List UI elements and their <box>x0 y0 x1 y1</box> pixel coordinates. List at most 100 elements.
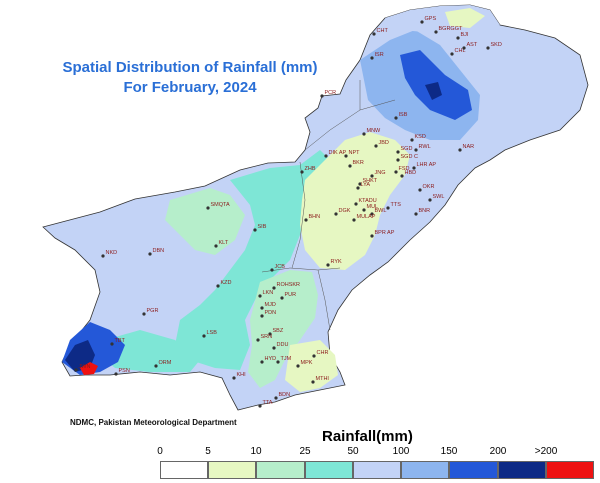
station-dot <box>414 212 418 216</box>
station-label: CHL <box>455 48 466 54</box>
station-label: BKR <box>353 160 364 166</box>
station-dot <box>258 294 262 298</box>
legend-tick: 150 <box>440 446 458 457</box>
station-dot <box>418 188 422 192</box>
station-label: JCB <box>275 264 286 270</box>
station-marker: RWL <box>414 144 431 152</box>
station-label: ZHB <box>305 166 316 172</box>
station-marker: DGK <box>334 208 351 216</box>
station-dot <box>260 314 264 318</box>
station-dot <box>334 212 338 216</box>
station-marker: ISR <box>370 52 384 60</box>
station-label: MJD <box>265 302 276 308</box>
station-marker: FSD <box>394 166 410 174</box>
station-marker: TBT <box>110 338 126 346</box>
station-label: MNW <box>367 128 382 134</box>
station-marker: LSB <box>202 330 217 338</box>
station-label: BDN <box>279 392 291 398</box>
station-dot <box>110 342 114 346</box>
station-marker: PSN <box>114 368 130 376</box>
station-dot <box>268 332 272 336</box>
map-title: Spatial Distribution of Rainfall (mm) Fo… <box>40 58 340 98</box>
station-dot <box>370 56 374 60</box>
station-marker: PGR <box>142 308 158 316</box>
station-dot <box>412 166 416 170</box>
station-marker: TTS <box>386 202 401 210</box>
station-dot <box>326 263 330 267</box>
station-marker: DDU <box>272 342 288 350</box>
station-label: BPR AP <box>375 230 395 236</box>
station-label: BWL <box>375 208 387 214</box>
station-marker: KSD <box>410 134 426 142</box>
station-dot <box>352 218 356 222</box>
station-dot <box>344 154 348 158</box>
legend-swatch <box>160 461 209 479</box>
station-label: KZD <box>221 280 232 286</box>
station-label: PDN <box>265 310 277 316</box>
station-label: ISB <box>399 112 408 118</box>
station-marker: TTA <box>258 400 273 408</box>
station-marker: JWN <box>74 364 90 372</box>
station-marker: LYA <box>356 182 370 190</box>
station-marker: ORM <box>154 360 172 368</box>
station-label: MULAP <box>357 214 376 220</box>
station-dot <box>74 368 78 372</box>
station-label: SBZ <box>273 328 284 334</box>
station-dot <box>296 364 300 368</box>
station-dot <box>372 32 376 36</box>
station-marker: JBD <box>374 140 389 148</box>
station-dot <box>396 150 400 154</box>
station-label: KSD <box>415 134 426 140</box>
station-dot <box>400 174 404 178</box>
station-marker: SKD <box>486 42 502 50</box>
station-dot <box>300 170 304 174</box>
station-label: SIB <box>258 224 267 230</box>
station-dot <box>148 252 152 256</box>
station-dot <box>232 376 236 380</box>
legend-swatch <box>497 461 546 479</box>
station-dot <box>370 174 374 178</box>
station-dot <box>260 360 264 364</box>
station-label: NAR <box>463 144 475 150</box>
station-label: DBN <box>153 248 165 254</box>
zone-10-25 <box>248 270 318 388</box>
zone-25-50 <box>175 150 330 370</box>
station-dot <box>428 198 432 202</box>
station-label: FSD <box>399 166 410 172</box>
station-dot <box>410 138 414 142</box>
station-label: LSB <box>207 330 218 336</box>
legend-swatch <box>401 461 450 479</box>
station-dot <box>320 94 324 98</box>
station-label: ORM <box>159 360 172 366</box>
station-dot <box>280 296 284 300</box>
station-marker: BWL <box>370 208 386 216</box>
station-dot <box>370 212 374 216</box>
station-marker: NAR <box>458 144 474 152</box>
zone-gt200-coast <box>80 362 98 375</box>
station-marker: ZHB <box>300 166 316 174</box>
legend-tick: 10 <box>250 446 262 457</box>
station-dot <box>414 148 418 152</box>
station-label: GPS <box>425 16 437 22</box>
station-label: BJI <box>461 32 469 38</box>
station-marker: LHR AP <box>412 162 436 170</box>
station-dot <box>456 36 460 40</box>
station-marker: GPS <box>420 16 436 24</box>
station-dot <box>450 52 454 56</box>
station-label: AST <box>467 42 478 48</box>
station-label: TTA <box>263 400 273 406</box>
station-marker: HYD <box>260 356 276 364</box>
station-label: JBD <box>379 140 389 146</box>
station-label: HYD <box>265 356 277 362</box>
legend-swatch <box>545 461 594 479</box>
station-label: LKN <box>263 290 274 296</box>
station-label: ISR <box>375 52 384 58</box>
station-label: SWL <box>433 194 445 200</box>
station-label: PCR <box>325 90 337 96</box>
station-label: RWL <box>419 144 431 150</box>
station-marker: JNG <box>370 170 386 178</box>
zone-5-10-sindh <box>285 340 338 392</box>
zone-gilgit-green <box>445 8 485 28</box>
station-dot <box>374 144 378 148</box>
legend-tick: 100 <box>392 446 410 457</box>
